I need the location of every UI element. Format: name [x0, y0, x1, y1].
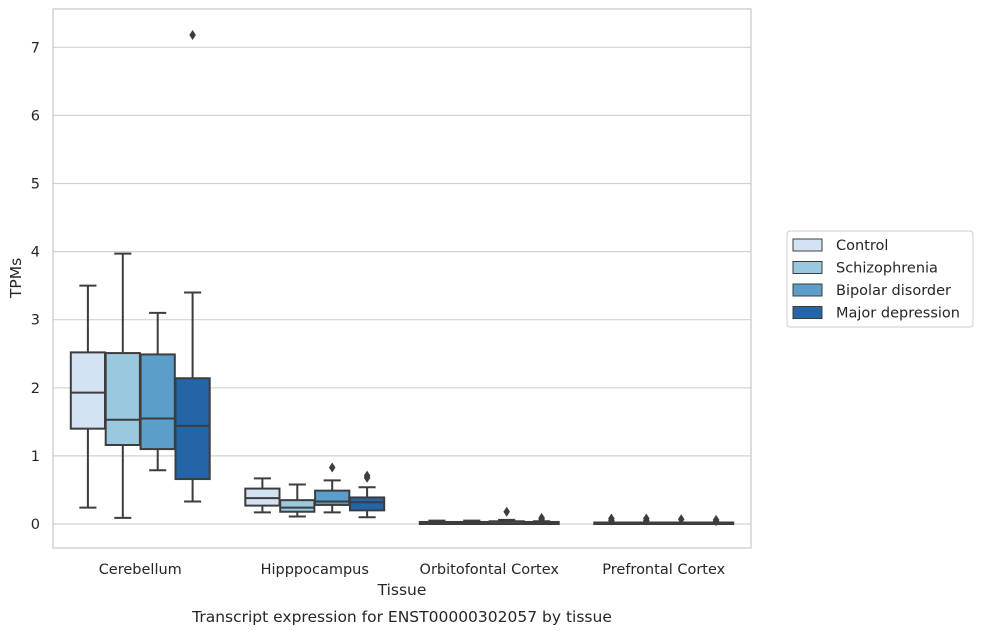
y-tick-label-1: 1	[31, 449, 40, 465]
outlier-point	[538, 512, 545, 523]
x-tick-label-3: Orbitofontal Cortex	[420, 562, 560, 578]
box-4	[697, 514, 735, 527]
box-1	[174, 30, 211, 503]
box-body	[139, 353, 176, 451]
legend-swatch-3	[792, 283, 823, 297]
plot-area-frame	[52, 8, 752, 549]
box-3	[418, 519, 456, 525]
legend-swatch-4	[792, 306, 823, 319]
box-1	[69, 284, 107, 509]
y-tick-label-7: 7	[31, 40, 40, 56]
box-1	[104, 252, 141, 519]
outlier-point	[189, 30, 196, 41]
box-body	[244, 487, 281, 507]
box-series-group	[69, 30, 735, 527]
y-tick-label-4: 4	[31, 245, 40, 261]
x-tick-label-4: Prefrontal Cortex	[602, 562, 725, 578]
box-4	[593, 513, 630, 526]
box-2	[244, 477, 281, 514]
y-tick-label-0: 0	[31, 517, 40, 533]
outlier-point	[363, 470, 371, 481]
legend-label-1: Control	[836, 238, 888, 254]
outlier-point	[643, 513, 650, 524]
box-2	[279, 483, 316, 518]
box-body	[279, 499, 316, 513]
outlier-point	[712, 514, 720, 525]
box-3	[453, 519, 490, 525]
box-2	[348, 470, 386, 519]
box-3	[488, 506, 525, 526]
box-body	[104, 352, 141, 447]
legend-label-4: Major depression	[836, 306, 960, 322]
y-axis-title: TPMs	[7, 258, 25, 299]
y-tick-label-5: 5	[31, 177, 40, 193]
box-4	[663, 514, 700, 525]
y-tick-label-3: 3	[31, 313, 40, 329]
outlier-point	[503, 506, 510, 517]
x-tick-label-2: Hipppocampus	[261, 562, 369, 578]
box-3	[523, 512, 560, 525]
chart-caption: Transcript expression for ENST0000030205…	[191, 608, 612, 626]
legend: Control Schizophrenia Bipolar disorder Majo…	[786, 230, 974, 328]
box-body	[69, 351, 107, 430]
series-major-depression	[174, 30, 735, 527]
box-4	[628, 513, 665, 526]
box-body	[174, 377, 211, 481]
legend-label-3: Bipolar disorder	[836, 283, 951, 299]
legend-swatch-1	[792, 238, 823, 252]
outlier-point	[608, 513, 615, 524]
legend-swatch-2	[792, 261, 823, 274]
legend-label-2: Schizophrenia	[836, 261, 938, 277]
y-tick-label-2: 2	[31, 381, 40, 397]
outlier-point	[677, 514, 685, 525]
y-tick-label-6: 6	[31, 108, 40, 124]
x-axis-title: Tissue	[377, 581, 427, 599]
box-body	[314, 489, 351, 506]
legend-frame	[786, 230, 974, 328]
box-body	[348, 496, 386, 512]
x-tick-labels: Cerebellum Hipppocampus Orbitofontal Corte…	[99, 562, 726, 578]
x-tick-label-1: Cerebellum	[99, 562, 182, 578]
series-control	[69, 284, 630, 526]
outlier-point	[328, 462, 336, 473]
series-schizophrenia	[104, 252, 665, 526]
box-1	[139, 311, 176, 472]
box-2	[314, 462, 351, 514]
series-bipolar-disorder	[139, 311, 700, 526]
y-tick-labels: 0 1 2 3 4 5 6 7	[31, 40, 40, 533]
